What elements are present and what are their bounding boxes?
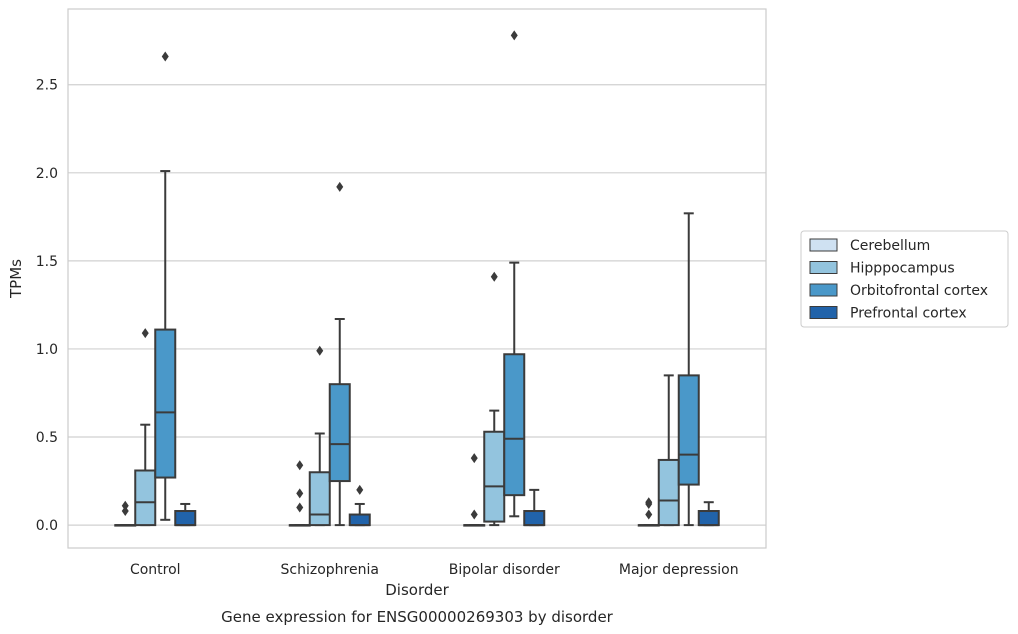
y-tick-label: 1.0 [36,342,58,358]
box-prefrontal-cortex [697,501,720,527]
y-tick-label: 1.5 [36,254,58,270]
legend-label: Prefrontal cortex [850,306,967,322]
box-iqr [677,374,700,486]
box-iqr [503,353,526,497]
box-cerebellum [463,453,486,527]
box-orbitofrontal-cortex [503,30,526,518]
box-hipppocampus [657,374,680,527]
box-iqr [657,458,680,527]
outlier-point [296,502,304,513]
outlier-point [470,509,478,520]
outlier-point [645,497,653,508]
box-prefrontal-cortex [523,488,546,527]
x-tick-label: Control [130,562,181,578]
outlier-point [121,506,129,517]
box-prefrontal-cortex [348,484,371,527]
box-hipppocampus [308,345,331,527]
legend-swatch [809,306,838,319]
outlier-point [121,500,129,511]
x-axis-label: Disorder [385,581,449,599]
box-orbitofrontal-cortex [328,181,351,527]
y-axis-ticks: 0.0 0.5 1.0 1.5 2.0 2.5 [36,78,58,534]
box-iqr [523,510,546,527]
box-orbitofrontal-cortex [154,51,177,521]
box-iqr [697,510,720,527]
y-tick-label: 0.5 [36,430,58,446]
box-cerebellum [288,460,311,527]
box-iqr [308,471,331,527]
box-iqr [154,328,177,479]
box-iqr [134,469,157,527]
x-tick-label: Schizophrenia [281,562,379,578]
x-tick-label: Bipolar disorder [449,562,560,578]
box-cerebellum [637,497,660,527]
box-hipppocampus [483,271,506,527]
legend-frame [800,230,1009,328]
legend-label: Orbitofrontal cortex [850,283,988,299]
outlier-point [470,453,478,464]
box-plots [114,30,720,527]
legend: Cerebellum Hipppocampus Orbitofrontal cort… [800,230,1009,328]
box-prefrontal-cortex [174,502,197,527]
outlier-point [510,30,518,41]
legend-label: Hipppocampus [850,261,955,277]
chart-caption: Gene expression for ENSG00000269303 by d… [221,608,614,626]
outlier-point [316,345,324,356]
box-iqr [174,510,197,527]
legend-swatch [809,261,838,274]
outlier-point [336,181,344,192]
box-iqr [483,430,506,523]
box-iqr [328,383,351,483]
legend-swatch [809,238,838,252]
box-orbitofrontal-cortex [677,212,700,527]
outlier-point [161,51,169,62]
x-tick-label: Major depression [619,562,739,578]
y-tick-label: 2.5 [36,78,58,94]
outlier-point [296,488,304,499]
legend-swatch [809,283,838,297]
y-tick-label: 0.0 [36,518,58,534]
outlier-point [490,271,498,282]
outlier-point [356,484,364,495]
y-tick-label: 2.0 [36,166,58,182]
y-axis-label: TPMs [7,259,25,299]
outlier-point [645,509,653,520]
x-axis-ticks: Control Schizophrenia Bipolar disorder Majo… [130,562,739,578]
outlier-point [296,460,304,471]
outlier-point [141,328,149,339]
box-iqr [348,513,371,527]
box-hipppocampus [134,328,157,527]
box-cerebellum [114,500,137,527]
legend-label: Cerebellum [850,238,930,254]
plot-area [67,8,767,549]
